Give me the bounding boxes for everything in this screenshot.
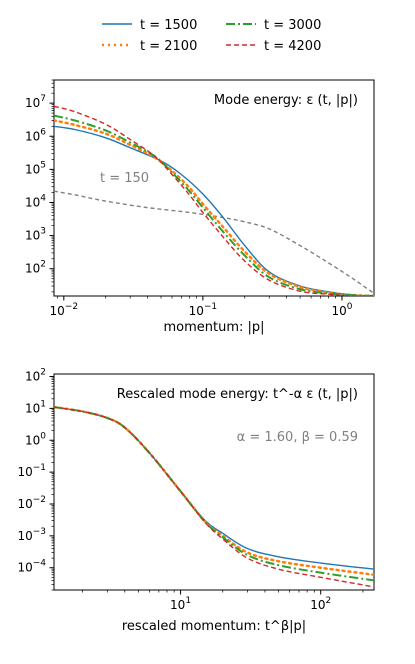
mode-energy-series-t150 [54, 190, 374, 294]
mode-energy-x-tick-label: 10−2 [50, 302, 79, 318]
rescaled-energy-xlabel: rescaled momentum: t^β|p| [122, 619, 306, 634]
alpha-beta-annotation: α = 1.60, β = 0.59 [237, 430, 358, 445]
mode-energy-series-t3000 [54, 114, 374, 296]
mode-energy-y-tick-label: 103 [25, 227, 46, 243]
rescaled-energy-y-tick-label: 10−4 [17, 559, 46, 575]
rescaled-energy-x-tick-label: 102 [310, 596, 331, 612]
mode-energy-panel: 10−2 10−1 100 102 103 104 105 106 107 Mode energ… [25, 79, 375, 335]
legend-label-t1500: t = 1500 [140, 18, 197, 33]
mode-energy-y-tick-label: 104 [25, 193, 46, 209]
legend-entry-t1500: t = 1500 [102, 18, 197, 33]
mode-energy-title: Mode energy: ε (t, |p|) [214, 93, 358, 108]
mode-energy-series-t1500 [54, 125, 374, 296]
rescaled-energy-y-tick-label: 10−1 [17, 463, 46, 479]
legend: t = 1500 t = 2100 t = 3000 t = 4200 [102, 18, 321, 54]
rescaled-energy-panel: 101 102 10−4 10−3 10−2 10−1 100 101 102 Rescaled… [17, 368, 375, 634]
mode-energy-xlabel: momentum: |p| [163, 320, 264, 335]
rescaled-energy-x-tick-label: 101 [170, 596, 191, 612]
legend-label-t4200: t = 4200 [264, 39, 321, 54]
rescaled-energy-y-tick-label: 101 [25, 399, 46, 415]
rescaled-energy-y-tick-label: 10−2 [17, 495, 46, 511]
rescaled-energy-title: Rescaled mode energy: t^-α ε (t, |p|) [117, 387, 358, 402]
mode-energy-plot-frame [53, 79, 375, 297]
mode-energy-x-tick-label: 10−1 [189, 302, 218, 318]
rescaled-energy-y-tick-label: 100 [25, 431, 46, 447]
mode-energy-x-tick-label: 100 [331, 302, 352, 318]
legend-entry-t3000: t = 3000 [226, 18, 321, 33]
legend-label-t3000: t = 3000 [264, 18, 321, 33]
mode-energy-series-t2100 [54, 119, 374, 296]
legend-entry-t2100: t = 2100 [102, 39, 197, 54]
mode-energy-y-tick-label: 107 [25, 94, 46, 110]
rescaled-energy-y-tick-label: 10−3 [17, 527, 46, 543]
mode-energy-y-tick-label: 106 [25, 127, 46, 143]
legend-entry-t4200: t = 4200 [226, 39, 321, 54]
mode-energy-y-tick-label: 105 [25, 160, 46, 176]
rescaled-energy-series-t4200 [54, 406, 374, 588]
mode-energy-series-t4200 [54, 105, 374, 296]
t150-annotation: t = 150 [100, 171, 149, 186]
legend-label-t2100: t = 2100 [140, 39, 197, 54]
rescaled-energy-y-tick-label: 102 [25, 368, 46, 384]
rescaled-energy-plot-frame [53, 373, 375, 591]
mode-energy-y-tick-label: 102 [25, 260, 46, 276]
